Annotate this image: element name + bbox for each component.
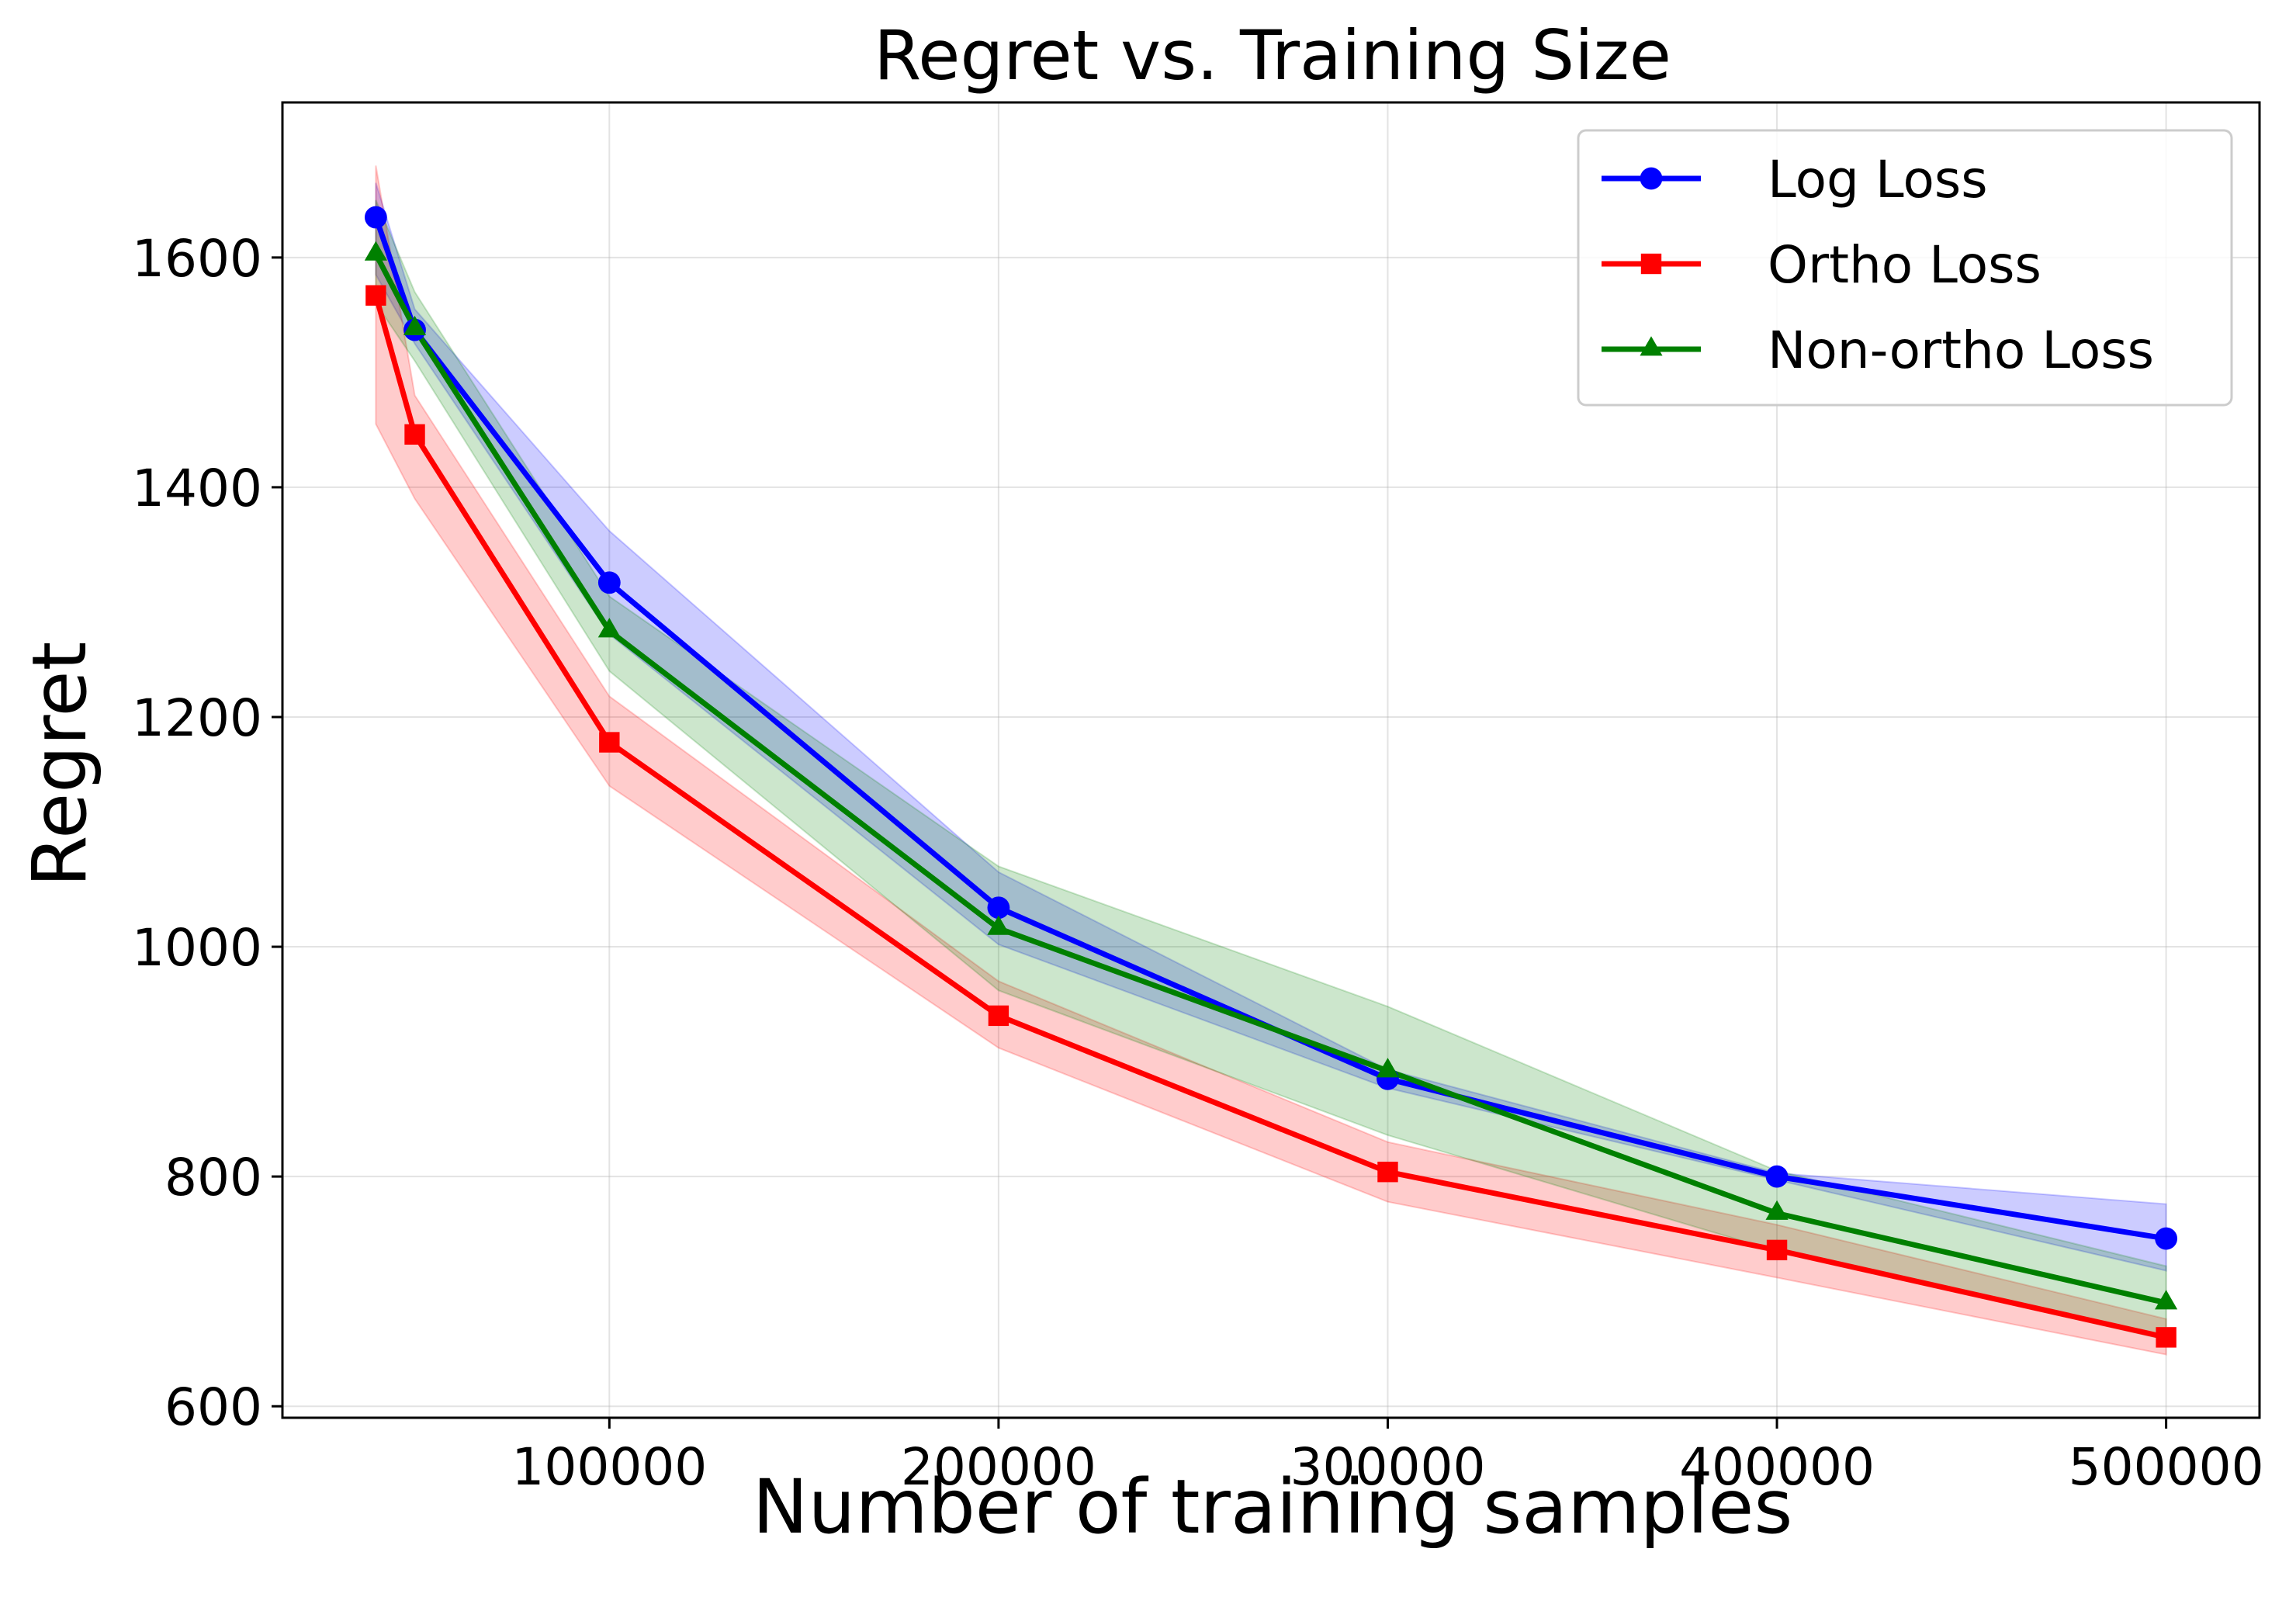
y-axis-label: Regret [16, 642, 103, 887]
ortho-loss-band [375, 165, 2167, 1356]
ortho-loss-point [2156, 1327, 2177, 1348]
log-loss-point [1765, 1165, 1789, 1188]
ortho-loss-point [599, 732, 620, 753]
log-loss-legend-label: Log Loss [1768, 150, 1988, 210]
non-ortho-loss-legend-label: Non-ortho Loss [1768, 320, 2154, 380]
ortho-loss-point [404, 424, 425, 445]
x-tick-label: 100000 [511, 1437, 707, 1497]
non-ortho-loss-point [1765, 1200, 1789, 1220]
non-ortho-loss-point [2155, 1290, 2178, 1310]
series-markers [364, 206, 2178, 1348]
y-axis-ticks: 600 800 1000 1200 1400 1600 [132, 229, 282, 1437]
y-tick-label: 600 [164, 1377, 262, 1437]
ortho-loss-point [365, 285, 386, 306]
x-tick-label: 400000 [1679, 1437, 1875, 1497]
legend: Log Loss Ortho Loss Non-ortho Loss [1577, 129, 2233, 407]
non-ortho-loss-legend-marker [1640, 336, 1663, 356]
ortho-loss-point [988, 1005, 1009, 1027]
non-ortho-loss-point [403, 315, 427, 336]
log-loss-point [364, 206, 387, 229]
log-loss-legend-marker [1640, 167, 1663, 190]
non-ortho-loss-point [987, 915, 1010, 935]
non-ortho-loss-point [364, 241, 387, 261]
log-loss-point [987, 896, 1010, 920]
y-tick-label: 1000 [132, 918, 262, 978]
y-tick-label: 1600 [132, 229, 262, 289]
ortho-loss-point [1766, 1239, 1788, 1261]
x-axis-ticks: 100000 200000 300000 400000 500000 [511, 1418, 2264, 1497]
non-ortho-loss-point [1376, 1058, 1400, 1078]
legend-box [1577, 129, 2233, 407]
x-tick-label: 200000 [901, 1437, 1096, 1497]
non-ortho-loss-point [597, 618, 621, 638]
y-tick-label: 800 [164, 1148, 262, 1207]
ortho-loss-legend-label: Ortho Loss [1768, 235, 2041, 295]
x-tick-label: 300000 [1290, 1437, 1485, 1497]
x-tick-label: 500000 [2069, 1437, 2264, 1497]
chart-title: Regret vs. Training Size [874, 16, 1671, 95]
plot-frame [281, 101, 2261, 1419]
ortho-loss-legend-marker [1640, 253, 1662, 275]
log-loss-point [597, 571, 621, 594]
y-tick-label: 1400 [132, 459, 262, 518]
x-axis-label: Number of training samples [753, 1464, 1793, 1550]
log-loss-point [2155, 1227, 2178, 1250]
y-tick-label: 1200 [132, 688, 262, 748]
ortho-loss-point [1377, 1162, 1398, 1183]
